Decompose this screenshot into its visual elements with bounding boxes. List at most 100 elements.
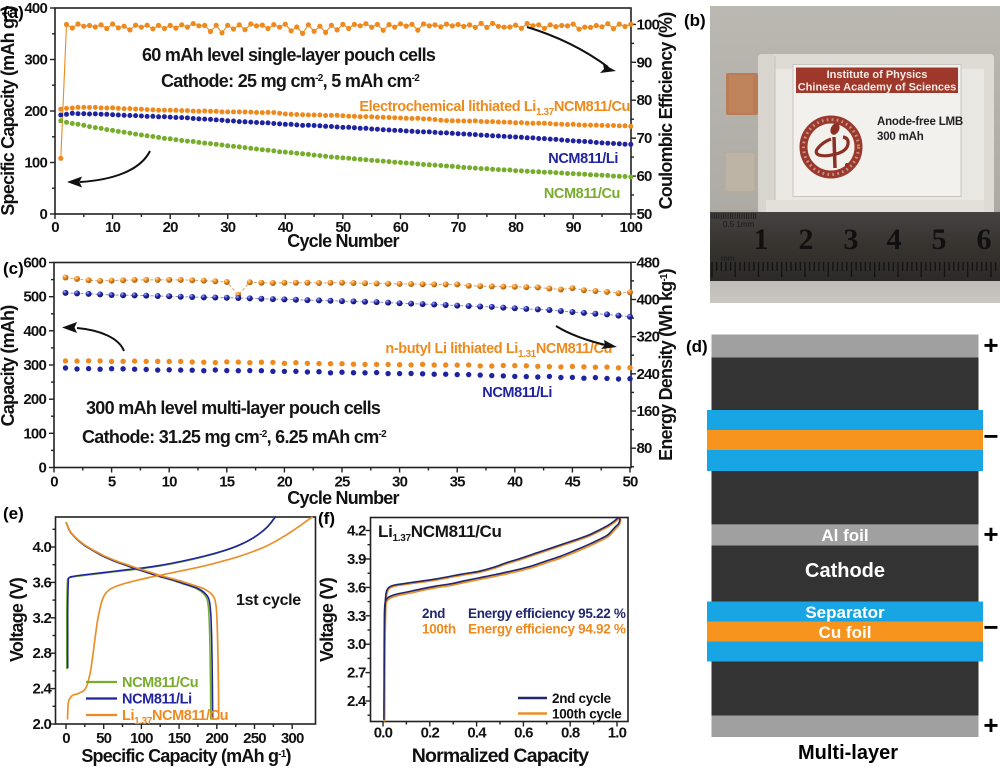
svg-text:40: 40 [507,474,523,491]
svg-text:Energy efficiency 94.92 %: Energy efficiency 94.92 % [468,622,626,637]
svg-text:1.0: 1.0 [608,725,627,742]
svg-text:200: 200 [23,391,46,408]
svg-text:(f): (f) [318,509,335,528]
svg-text:240: 240 [637,366,660,383]
svg-text:45: 45 [565,474,581,491]
svg-text:Specific Capacity (mAh g-1): Specific Capacity (mAh g-1) [0,6,18,216]
svg-text:Cathode: 31.25 mg cm-2, 6.25 m: Cathode: 31.25 mg cm-2, 6.25 mAh cm-2 [82,427,387,447]
svg-text:500: 500 [23,289,46,306]
svg-text:(a): (a) [3,3,24,22]
svg-text:250: 250 [243,730,266,747]
svg-text:Anode-free LMB: Anode-free LMB [877,116,963,128]
svg-text:4.0: 4.0 [33,539,52,556]
svg-text:Cycle Number: Cycle Number [287,488,399,508]
svg-text:30: 30 [392,474,408,491]
svg-text:90: 90 [566,219,582,236]
svg-text:100: 100 [130,730,153,747]
svg-text:Cycle Number: Cycle Number [287,231,399,251]
svg-text:3.6: 3.6 [33,574,52,591]
svg-text:Normalized Capacity: Normalized Capacity [412,745,590,767]
svg-text:70: 70 [637,130,653,147]
svg-text:0.5 1mm: 0.5 1mm [723,220,754,229]
svg-text:2.7: 2.7 [347,665,366,682]
svg-text:600: 600 [23,255,46,272]
svg-text:20: 20 [163,219,179,236]
svg-text:3.2: 3.2 [33,610,52,627]
svg-text:100th cycle: 100th cycle [552,707,622,722]
svg-text:NCM811/Cu: NCM811/Cu [122,675,198,691]
svg-text:300: 300 [24,52,47,69]
svg-text:Specific Capacity (mAh g-1): Specific Capacity (mAh g-1) [81,746,291,766]
svg-text:Al foil: Al foil [821,526,868,545]
svg-text:(c): (c) [3,259,24,278]
svg-text:Energy efficiency 95.22 %: Energy efficiency 95.22 % [468,606,626,621]
svg-text:0: 0 [62,730,70,747]
svg-text:3.9: 3.9 [347,551,366,568]
svg-text:(d): (d) [686,337,708,356]
svg-text:Cathode: Cathode [805,560,885,582]
svg-text:200: 200 [205,730,228,747]
svg-text:100: 100 [24,155,47,172]
svg-text:50: 50 [96,730,112,747]
svg-text:60: 60 [637,168,653,185]
svg-text:Separator: Separator [805,603,885,622]
svg-text:0: 0 [51,219,59,236]
svg-text:25: 25 [334,474,350,491]
svg-text:5: 5 [932,223,947,256]
svg-text:Cu foil: Cu foil [819,623,872,642]
svg-text:−: − [983,612,998,642]
svg-text:50: 50 [622,474,638,491]
svg-text:mm: mm [721,254,735,263]
svg-text:Cathode: 25 mg cm-2, 5 mAh cm-: Cathode: 25 mg cm-2, 5 mAh cm-2 [161,71,420,91]
svg-text:+: + [983,710,998,740]
svg-text:0.8: 0.8 [561,725,580,742]
svg-text:(b): (b) [684,11,706,30]
svg-text:4: 4 [887,223,902,256]
svg-text:0: 0 [39,206,47,223]
svg-text:40: 40 [278,219,294,236]
svg-text:80: 80 [637,92,653,109]
svg-text:2nd: 2nd [422,606,445,621]
svg-text:20: 20 [277,474,293,491]
svg-text:300: 300 [23,357,46,374]
svg-text:5: 5 [108,474,116,491]
svg-text:NCM811/Li: NCM811/Li [482,385,552,401]
svg-text:35: 35 [450,474,466,491]
svg-text:200: 200 [24,103,47,120]
svg-text:2.4: 2.4 [347,693,367,710]
svg-text:Li1.37NCM811/Cu: Li1.37NCM811/Cu [378,522,502,544]
svg-text:+: + [983,330,998,360]
svg-text:Coulombic Efficiency (%): Coulombic Efficiency (%) [656,12,676,210]
svg-text:100: 100 [637,16,660,33]
svg-text:80: 80 [508,219,524,236]
svg-text:−: − [983,421,998,451]
svg-text:0.4: 0.4 [467,725,487,742]
svg-text:Capacity (mAh): Capacity (mAh) [0,305,18,427]
svg-text:10: 10 [105,219,121,236]
svg-text:70: 70 [451,219,467,236]
svg-text:0.6: 0.6 [514,725,533,742]
svg-text:3.6: 3.6 [347,579,366,596]
svg-text:400: 400 [23,323,46,340]
svg-text:160: 160 [637,403,660,420]
svg-text:50: 50 [335,219,351,236]
svg-text:Energy Density (Wh kg-1): Energy Density (Wh kg-1) [656,268,676,461]
svg-text:0.2: 0.2 [421,725,440,742]
svg-text:2.4: 2.4 [33,681,53,698]
svg-text:3.0: 3.0 [347,636,366,653]
svg-text:300 mAh level multi-layer pouc: 300 mAh level multi-layer pouch cells [86,398,381,418]
svg-text:60: 60 [393,219,409,236]
svg-text:320: 320 [637,329,660,346]
svg-text:80: 80 [637,440,653,457]
svg-text:1: 1 [754,223,769,256]
svg-text:50: 50 [637,206,653,223]
svg-text:Institute of Physics: Institute of Physics [827,69,928,81]
svg-text:400: 400 [24,0,47,17]
svg-text:2: 2 [799,223,814,256]
svg-text:1st cycle: 1st cycle [236,592,301,609]
svg-text:0: 0 [50,474,58,491]
svg-text:3: 3 [844,223,859,256]
svg-text:300: 300 [281,730,304,747]
svg-text:2.8: 2.8 [33,645,52,662]
svg-text:0: 0 [38,460,46,477]
